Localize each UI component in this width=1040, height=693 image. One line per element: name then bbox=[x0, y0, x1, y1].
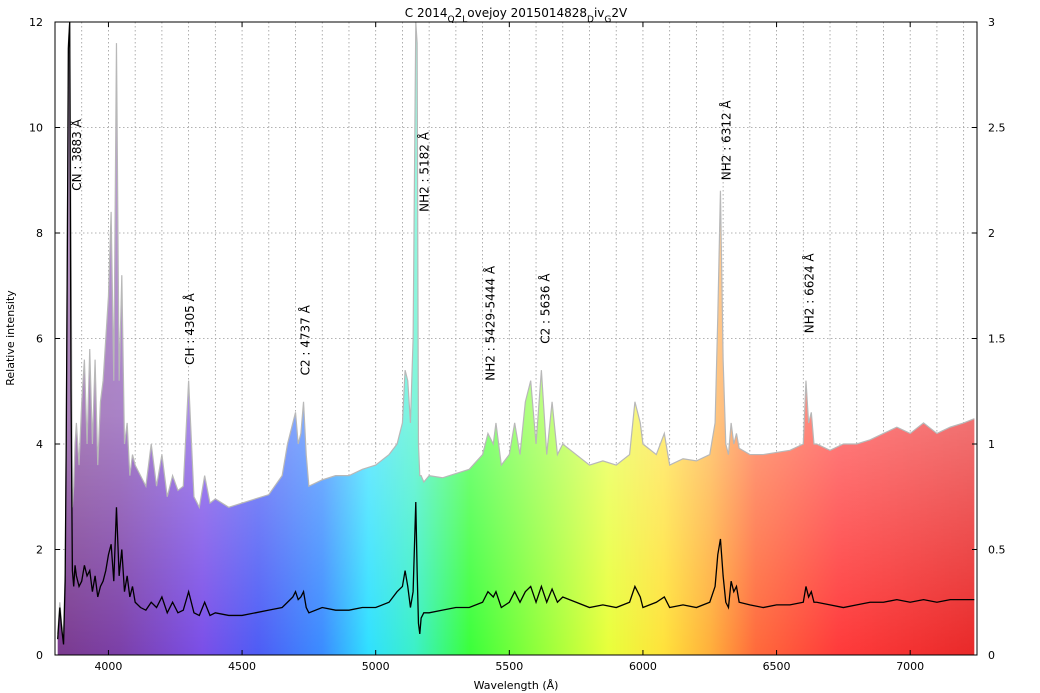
annotation-label: C2 : 5636 Å bbox=[538, 273, 553, 344]
x-tick-label: 5000 bbox=[362, 660, 390, 673]
title-part: 2V bbox=[611, 6, 628, 20]
x-tick-label: 7000 bbox=[896, 660, 924, 673]
y2-tick-label: 2.5 bbox=[988, 122, 1006, 135]
y-tick-label: 8 bbox=[36, 227, 43, 240]
title-part: C 2014 bbox=[405, 6, 448, 20]
x-axis-ticks: 4000 4500 5000 5500 6000 6500 7000 bbox=[94, 22, 924, 673]
title-part: ovejoy 2015014828 bbox=[467, 6, 587, 20]
x-tick-label: 4500 bbox=[228, 660, 256, 673]
x-tick-label: 4000 bbox=[94, 660, 122, 673]
annotation-label: NH2 : 6624 Å bbox=[802, 253, 817, 334]
x-tick-label: 6500 bbox=[763, 660, 791, 673]
y2-tick-label: 1.5 bbox=[988, 333, 1006, 346]
y-tick-label: 10 bbox=[29, 122, 43, 135]
y-axis-ticks: 0 2 4 6 8 10 12 bbox=[29, 16, 60, 662]
title-part: 2 bbox=[455, 6, 463, 20]
chart-title: C 2014Q2Lovejoy 2015014828DivG2V bbox=[405, 6, 628, 25]
y-tick-label: 6 bbox=[36, 333, 43, 346]
y-tick-label: 2 bbox=[36, 544, 43, 557]
y-tick-label: 12 bbox=[29, 16, 43, 29]
y-tick-label: 4 bbox=[36, 438, 43, 451]
spectrum-area-veil bbox=[57, 22, 975, 655]
title-part: Q bbox=[448, 15, 455, 25]
annotations: CN : 3883 Å CH : 4305 Å C2 : 4737 Å NH2 : 5… bbox=[69, 100, 817, 381]
title-part: L bbox=[462, 15, 467, 25]
y2-tick-label: 0 bbox=[988, 649, 995, 662]
y-tick-label: 0 bbox=[36, 649, 43, 662]
annotation-label: CN : 3883 Å bbox=[69, 118, 84, 190]
annotation-label: NH2 : 6312 Å bbox=[718, 100, 733, 181]
y2-tick-label: 2 bbox=[988, 227, 995, 240]
spectrum-area-edge bbox=[57, 22, 975, 635]
y2-axis-ticks: 0 0.5 1 1.5 2 2.5 3 bbox=[972, 16, 1006, 662]
y2-tick-label: 3 bbox=[988, 16, 995, 29]
annotation-label: CH : 4305 Å bbox=[182, 292, 197, 364]
title-part: iv bbox=[594, 6, 604, 20]
title-part: G bbox=[604, 15, 611, 25]
spectrum-line bbox=[57, 22, 975, 645]
x-tick-label: 6000 bbox=[629, 660, 657, 673]
annotation-label: C2 : 4737 Å bbox=[297, 304, 312, 375]
x-tick-label: 5500 bbox=[495, 660, 523, 673]
y-axis-label: Relative intensity bbox=[4, 290, 17, 386]
title-part: D bbox=[587, 15, 594, 25]
annotation-label: NH2 : 5429-5444 Å bbox=[482, 265, 497, 381]
annotation-label: NH2 : 5182 Å bbox=[416, 131, 431, 212]
x-axis-label: Wavelength (Å) bbox=[474, 679, 559, 692]
y2-tick-label: 0.5 bbox=[988, 544, 1006, 557]
y2-tick-label: 1 bbox=[988, 438, 995, 451]
